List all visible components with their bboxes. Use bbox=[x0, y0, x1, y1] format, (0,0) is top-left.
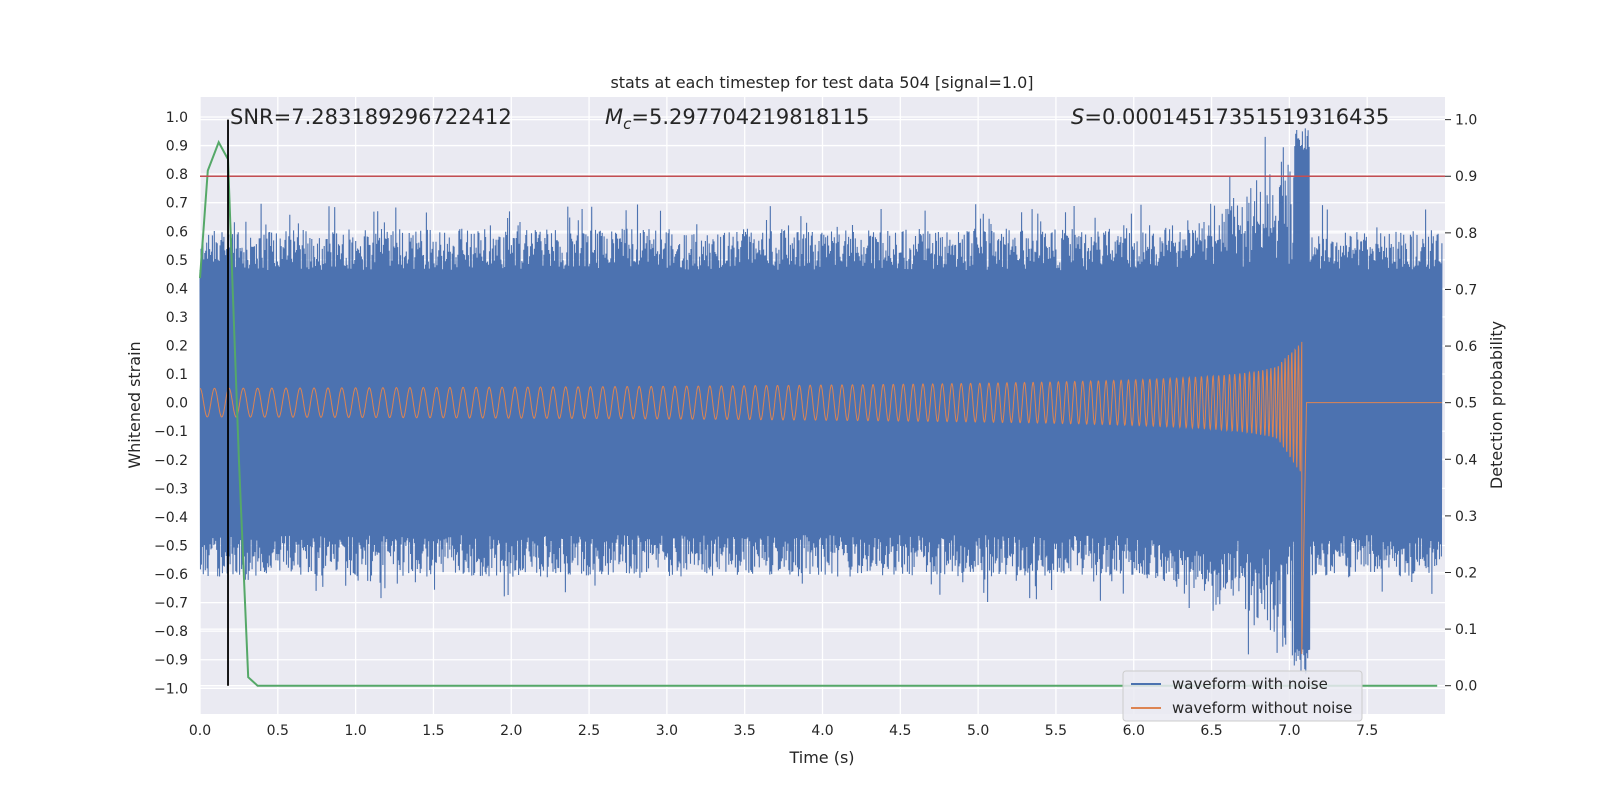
y-tick-label: 0.7 bbox=[166, 196, 188, 212]
y-tick-label: 0.0 bbox=[166, 396, 188, 412]
y-tick-label: −0.5 bbox=[154, 538, 188, 554]
y2-axis-label: Detection probability bbox=[1487, 321, 1506, 489]
y-tick-label: −0.7 bbox=[154, 596, 188, 612]
legend-label-clean: waveform without noise bbox=[1172, 699, 1352, 717]
y2-tick-label: 1.0 bbox=[1455, 113, 1477, 129]
y2-tick-label: 0.7 bbox=[1455, 282, 1477, 298]
y-tick-label: 0.9 bbox=[166, 139, 188, 155]
x-tick-label: 2.0 bbox=[500, 723, 522, 739]
x-tick-label: 6.0 bbox=[1123, 723, 1145, 739]
y-tick-label: 0.6 bbox=[166, 224, 188, 240]
y-tick-label: −0.3 bbox=[154, 481, 188, 497]
y-tick-label: 1.0 bbox=[166, 110, 188, 126]
x-tick-label: 0.0 bbox=[189, 723, 211, 739]
x-tick-label: 1.5 bbox=[422, 723, 444, 739]
y2-tick-label: 0.0 bbox=[1455, 679, 1477, 695]
series-line-waveform-without-noise bbox=[199, 341, 1442, 655]
x-tick-label: 7.0 bbox=[1278, 723, 1300, 739]
y-axis-right: 1.0 0.9 0.8 0.7 0.6 0.5 0.4 0.3 0.2 0.1 0.0 bbox=[1445, 113, 1477, 695]
x-tick-label: 0.5 bbox=[267, 723, 289, 739]
x-axis-label: Time (s) bbox=[788, 748, 854, 767]
series-line-detection-probability bbox=[199, 139, 1438, 687]
y-tick-label: 0.4 bbox=[166, 281, 188, 297]
x-tick-label: 6.5 bbox=[1200, 723, 1222, 739]
y2-tick-label: 0.5 bbox=[1455, 396, 1477, 412]
x-tick-label: 5.5 bbox=[1045, 723, 1067, 739]
y-tick-label: 0.3 bbox=[166, 310, 188, 326]
legend: waveform with noise waveform without noi… bbox=[1122, 670, 1363, 722]
y2-tick-label: 0.8 bbox=[1455, 226, 1477, 242]
x-tick-label: 7.5 bbox=[1356, 723, 1378, 739]
y2-tick-label: 0.9 bbox=[1455, 169, 1477, 185]
y-tick-label: −1.0 bbox=[154, 681, 188, 697]
mc-value: =5.297704219818115 bbox=[631, 105, 869, 129]
mc-subscript: c bbox=[623, 115, 632, 133]
x-tick-label: 3.5 bbox=[734, 723, 756, 739]
x-tick-label: 1.0 bbox=[344, 723, 366, 739]
mc-symbol: M bbox=[605, 105, 623, 129]
s-symbol: S bbox=[1071, 105, 1084, 129]
y-axis-left: 1.0 0.9 0.8 0.7 0.6 0.5 0.4 0.3 0.2 0.1 0.0 −0.1 −0.… bbox=[154, 110, 188, 697]
y-tick-label: 0.2 bbox=[166, 339, 188, 355]
y-tick-label: 0.8 bbox=[166, 167, 188, 183]
series-layer bbox=[199, 119, 1445, 687]
legend-box bbox=[1122, 670, 1363, 722]
y-tick-label: 0.1 bbox=[166, 367, 188, 383]
s-value: =0.00014517351519316435 bbox=[1084, 105, 1389, 129]
y2-tick-label: 0.4 bbox=[1455, 452, 1477, 468]
s-annotation: S=0.00014517351519316435 bbox=[1071, 105, 1389, 129]
snr-annotation: SNR=7.283189296722412 bbox=[230, 105, 512, 129]
y-tick-label: −0.8 bbox=[154, 624, 188, 640]
x-tick-label: 3.0 bbox=[656, 723, 678, 739]
y2-tick-label: 0.1 bbox=[1455, 622, 1477, 638]
chart-title: stats at each timestep for test data 504… bbox=[610, 73, 1033, 92]
y2-tick-label: 0.3 bbox=[1455, 509, 1477, 525]
y-tick-label: 0.5 bbox=[166, 253, 188, 269]
x-tick-label: 2.5 bbox=[578, 723, 600, 739]
y2-tick-label: 0.6 bbox=[1455, 339, 1477, 355]
x-axis: 0.0 0.5 1.0 1.5 2.0 2.5 3.0 3.5 4.0 4.5 5.0 5.5 6.0 6… bbox=[189, 723, 1378, 739]
series-line-waveform-with-noise bbox=[199, 128, 1443, 674]
x-tick-label: 4.0 bbox=[811, 723, 833, 739]
y-tick-label: −0.9 bbox=[154, 653, 188, 669]
y-tick-label: −0.2 bbox=[154, 453, 188, 469]
y2-tick-label: 0.2 bbox=[1455, 565, 1477, 581]
y-tick-label: −0.4 bbox=[154, 510, 188, 526]
x-tick-label: 5.0 bbox=[967, 723, 989, 739]
y-axis-label: Whitened strain bbox=[125, 341, 144, 468]
y-tick-label: −0.1 bbox=[154, 424, 188, 440]
x-tick-label: 4.5 bbox=[889, 723, 911, 739]
chirp-mass-annotation: Mc=5.297704219818115 bbox=[605, 105, 869, 133]
legend-label-noisy: waveform with noise bbox=[1172, 675, 1328, 693]
y-tick-label: −0.6 bbox=[154, 567, 188, 583]
